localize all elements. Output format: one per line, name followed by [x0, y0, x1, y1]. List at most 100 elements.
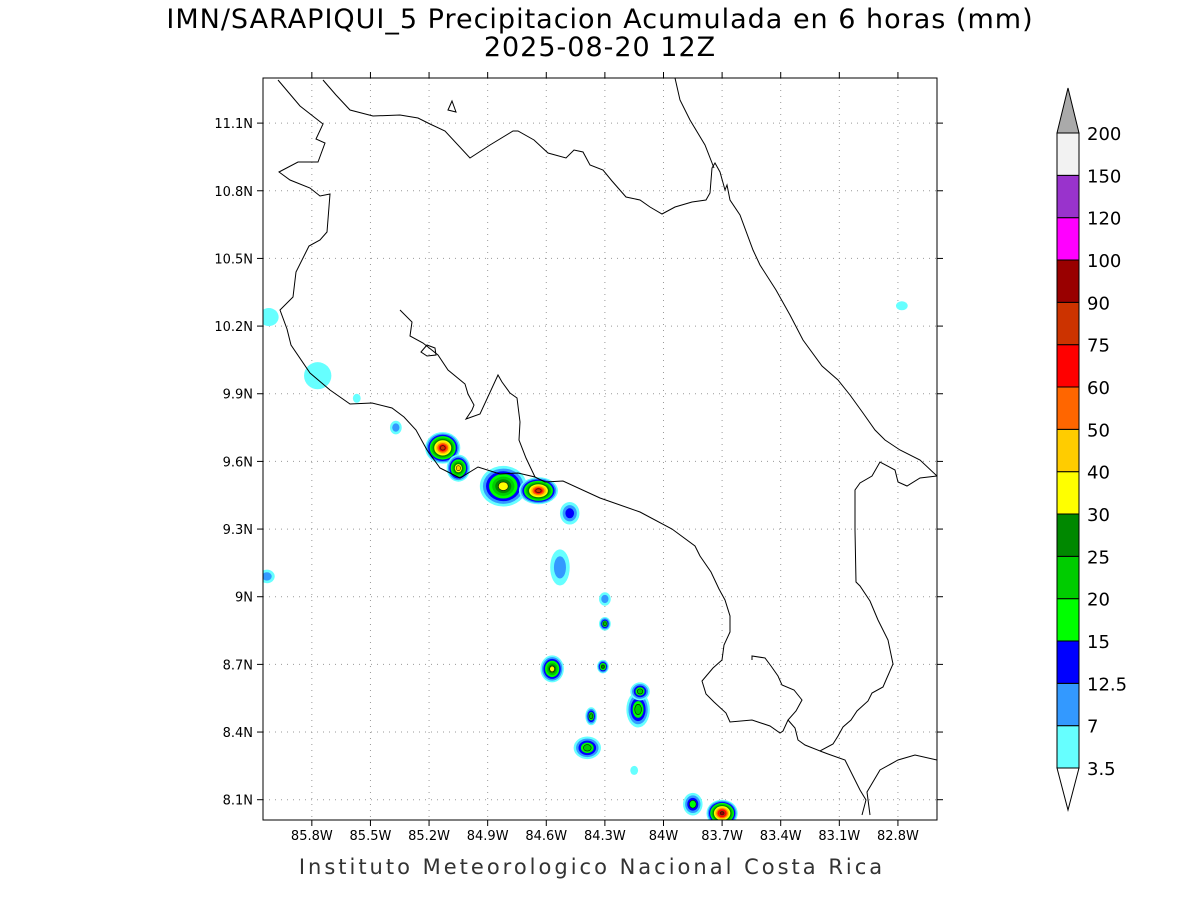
precip-contour — [549, 665, 555, 673]
lake-island — [447, 99, 457, 113]
colorbar-swatch — [1056, 513, 1080, 557]
precip-contour — [352, 393, 361, 403]
precip-contour — [601, 664, 605, 669]
colorbar-label: 75 — [1087, 336, 1110, 357]
precip-cell — [599, 617, 611, 631]
lon-tick-label: 84.6W — [525, 829, 567, 844]
precip-cell — [425, 432, 461, 464]
lon-tick-label: 85.2W — [408, 829, 450, 844]
lon-tick-label: 84W — [649, 829, 679, 844]
colorbar-label: 3.5 — [1087, 759, 1116, 780]
precip-cell — [573, 736, 601, 760]
precip-contour — [634, 704, 642, 715]
precip-contour — [565, 508, 575, 519]
precip-contour — [636, 688, 644, 695]
lat-tick-label: 8.4N — [223, 726, 253, 741]
precip-cell — [706, 799, 738, 820]
colorbar-label: 12.5 — [1087, 674, 1127, 695]
nicoya-island — [420, 344, 437, 357]
precip-cell — [352, 393, 361, 403]
footer-text: Instituto Meteorologico Nacional Costa R… — [298, 855, 886, 879]
precip-contour — [719, 811, 725, 816]
precip-contour — [602, 621, 607, 627]
colorbar-label: 90 — [1087, 293, 1110, 314]
precip-contour — [601, 594, 609, 604]
precip-contour — [689, 799, 697, 809]
precip-cell — [630, 765, 639, 775]
precip-contour — [455, 465, 461, 471]
lon-tick-label: 83.7W — [701, 829, 743, 844]
colorbar-swatch — [1056, 725, 1080, 769]
colorbar-label: 30 — [1087, 505, 1110, 526]
colorbar-swatch — [1056, 217, 1080, 261]
precip-cell — [630, 682, 650, 701]
lat-tick-label: 9.3N — [223, 523, 253, 538]
colorbar-swatch — [1056, 640, 1080, 684]
precip-cell — [518, 477, 558, 505]
latitude-ticks: 11.1N 10.8N 10.5N 10.2N 9.9N 9.6N 9.3N 9N 8.7N 8.… — [214, 117, 943, 809]
colorbar-swatch — [1056, 598, 1080, 642]
precip-contour — [392, 423, 400, 432]
lat-tick-label: 9.9N — [223, 388, 253, 403]
map-title: IMN/SARAPIQUI_5 Precipitacion Acumulada … — [166, 4, 1034, 35]
precip-contour — [440, 445, 446, 451]
precip-cell — [263, 569, 275, 584]
precip-cell — [895, 301, 908, 311]
precip-cell — [559, 502, 580, 525]
colorbar-swatch — [1056, 132, 1080, 176]
colorbar-label: 15 — [1087, 632, 1110, 653]
lat-tick-label: 9.6N — [223, 455, 253, 470]
costa-rica-coastline — [277, 79, 803, 734]
precip-cell — [585, 707, 598, 726]
nicoya-gulf-coast — [399, 309, 536, 478]
precip-cell — [626, 691, 650, 728]
panama-coast — [866, 754, 937, 816]
lat-tick-label: 10.5N — [214, 252, 253, 267]
lon-tick-label: 83.1W — [818, 829, 860, 844]
colorbar-swatch — [1056, 174, 1080, 219]
precip-cell — [479, 465, 527, 507]
precip-contour — [553, 556, 566, 579]
lon-tick-label: 84.9W — [467, 829, 509, 844]
colorbar-label: 100 — [1087, 251, 1121, 272]
colorbar-swatch — [1056, 428, 1080, 473]
lon-tick-label: 83.4W — [760, 829, 802, 844]
precip-cell — [389, 420, 402, 435]
panama-border — [819, 750, 867, 816]
colorbar: 3.5 7 12.5 15 20 25 30 40 50 60 75 90 100 120 150 200 — [1056, 87, 1127, 812]
colorbar-swatch — [1056, 386, 1080, 430]
precip-contour — [583, 744, 592, 752]
precip-contour — [589, 713, 594, 720]
colorbar-label: 120 — [1087, 209, 1121, 230]
colorbar-label: 25 — [1087, 547, 1110, 568]
lat-tick-label: 11.1N — [214, 117, 253, 132]
lat-tick-label: 10.2N — [214, 320, 253, 335]
map-frame — [262, 77, 938, 821]
precip-contour — [895, 301, 908, 311]
lat-tick-label: 9N — [235, 591, 253, 606]
precip-cell — [540, 655, 564, 683]
colorbar-swatch — [1056, 682, 1080, 727]
colorbar-label: 200 — [1087, 124, 1121, 145]
colorbar-max-arrow — [1056, 87, 1080, 134]
lon-tick-label: 84.3W — [584, 829, 626, 844]
lat-tick-label: 8.7N — [223, 658, 253, 673]
colorbar-label: 40 — [1087, 463, 1110, 484]
precip-contour — [304, 362, 332, 390]
colorbar-label: 50 — [1087, 420, 1110, 441]
lon-tick-label: 85.8W — [291, 829, 333, 844]
pacific-coast-osa — [787, 461, 937, 752]
precip-contour — [263, 308, 279, 327]
precip-cell — [304, 362, 332, 390]
colorbar-swatch — [1056, 301, 1080, 346]
colorbar-swatch — [1056, 344, 1080, 388]
lat-tick-label: 8.1N — [223, 794, 253, 809]
precip-cell — [550, 549, 570, 586]
footer-credit: Instituto Meteorologico Nacional Costa R… — [0, 855, 1200, 879]
colorbar-label: 150 — [1087, 166, 1121, 187]
precip-contour — [498, 481, 509, 491]
coastline — [277, 78, 937, 816]
lon-tick-label: 85.5W — [350, 829, 392, 844]
colorbar-swatch — [1056, 259, 1080, 303]
